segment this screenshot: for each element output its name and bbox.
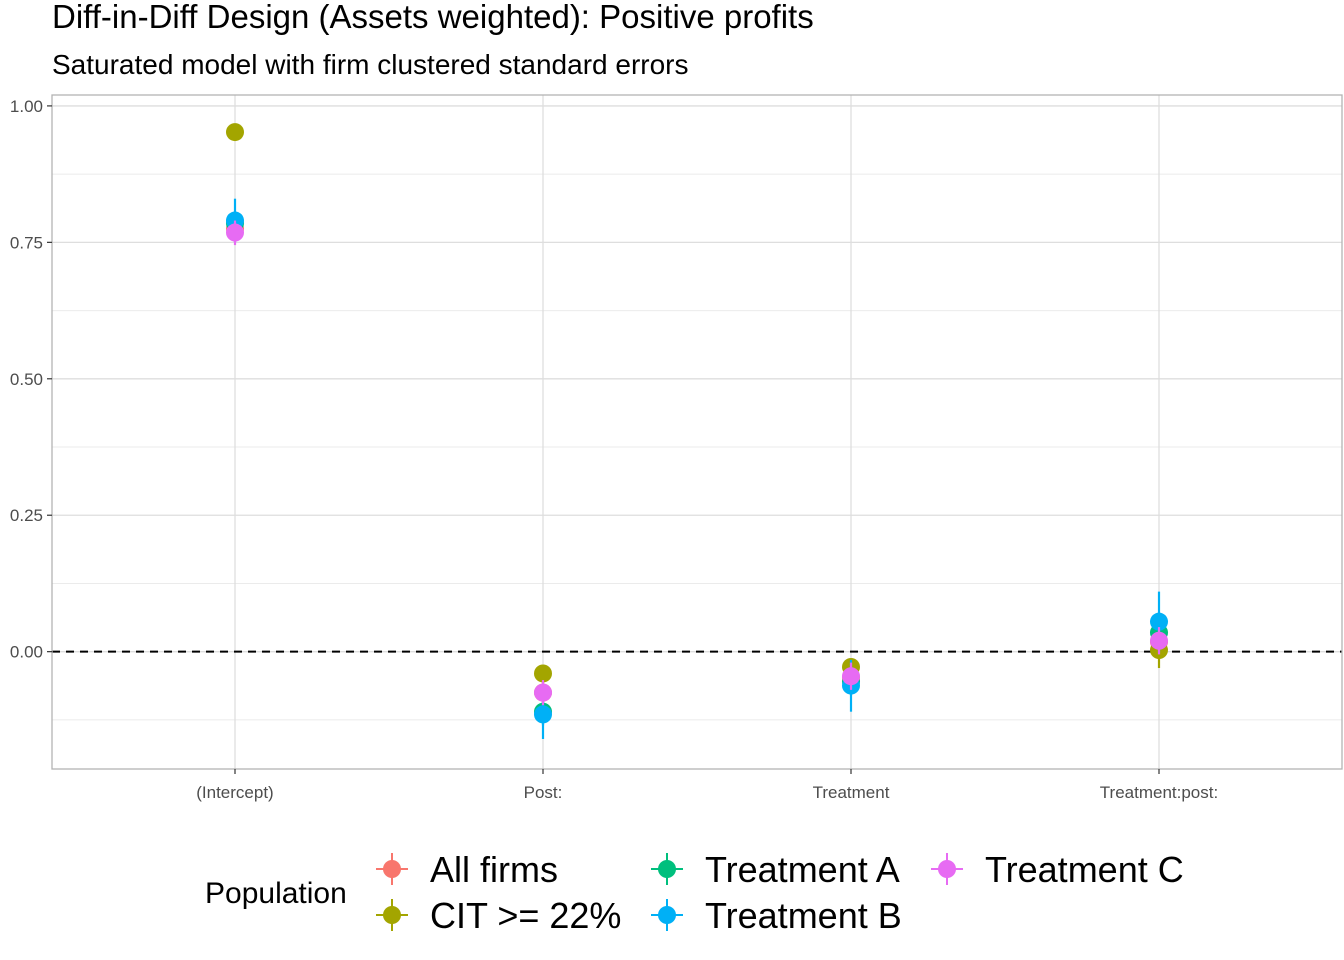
legend-key [651, 899, 683, 931]
coefficient-point [842, 667, 860, 686]
coefficient-point [1150, 631, 1168, 650]
legend: Population All firms CIT >= 22% Treatment … [205, 849, 1184, 936]
coefficient-point [226, 123, 244, 142]
legend-key-point [938, 860, 956, 878]
legend-key-point [658, 906, 676, 924]
legend-label: Treatment B [705, 895, 902, 936]
x-tick-label: Treatment [813, 783, 890, 802]
chart-subtitle: Saturated model with firm clustered stan… [52, 49, 689, 80]
coefficient-markers [226, 123, 1168, 739]
legend-label: All firms [430, 849, 558, 890]
legend-title: Population [205, 877, 347, 910]
legend-key-point [383, 906, 401, 924]
series-group [226, 217, 1168, 704]
y-axis-ticks: 0.00 0.25 0.50 0.75 1.00 [10, 97, 52, 662]
legend-key [931, 853, 963, 885]
coefficient-point [534, 705, 552, 724]
y-tick-label: 0.75 [10, 233, 43, 252]
legend-label: Treatment A [705, 849, 900, 890]
chart-title: Diff-in-Diff Design (Assets weighted): P… [52, 0, 814, 35]
y-tick-label: 1.00 [10, 97, 43, 116]
x-tick-label: Treatment:post: [1100, 783, 1218, 802]
coefficient-point [534, 664, 552, 683]
coefficient-point [1150, 612, 1168, 631]
legend-key [651, 853, 683, 885]
series-group [226, 212, 1168, 726]
series-group [226, 198, 1168, 739]
panel-border [51, 94, 1343, 770]
legend-key [376, 899, 408, 931]
legend-key [376, 853, 408, 885]
series-group [226, 220, 1168, 706]
legend-key-point [383, 860, 401, 878]
legend-label: CIT >= 22% [430, 895, 621, 936]
legend-key-point [658, 860, 676, 878]
coefficient-point [226, 223, 244, 242]
x-tick-label: (Intercept) [196, 783, 273, 802]
y-tick-label: 0.25 [10, 506, 43, 525]
grid-lines [52, 95, 1342, 769]
legend-label: Treatment C [985, 849, 1184, 890]
x-tick-label: Post: [524, 783, 563, 802]
series-group [226, 123, 1168, 683]
y-tick-label: 0.50 [10, 370, 43, 389]
y-tick-label: 0.00 [10, 643, 43, 662]
coefficient-point [534, 683, 552, 702]
x-axis-ticks: (Intercept) Post: Treatment Treatment:post: [196, 769, 1218, 802]
